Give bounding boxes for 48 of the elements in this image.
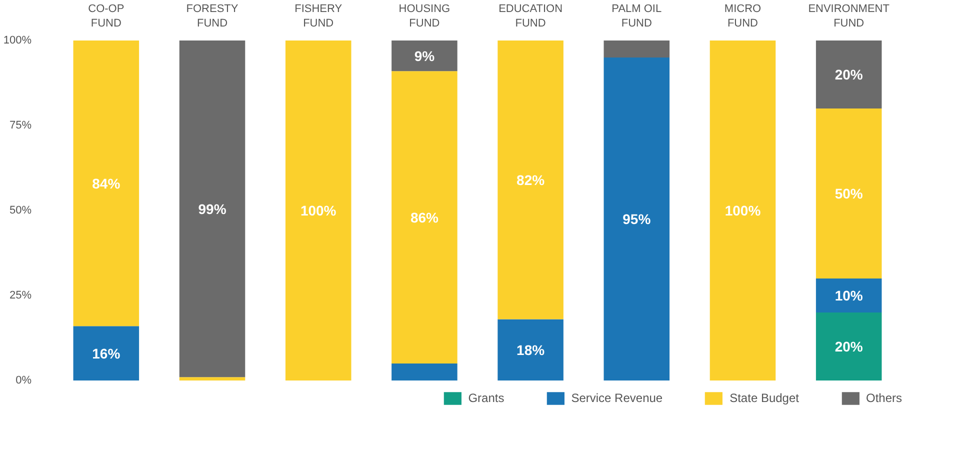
data-label: 20% (834, 66, 864, 82)
bar (816, 108, 882, 278)
data-label: 50% (834, 186, 864, 202)
bar (498, 40, 564, 320)
x-tick-label: MICRO FUND (724, 3, 762, 30)
bar (392, 40, 458, 72)
x-tick-label: CO-OP FUND (88, 3, 124, 30)
data-label: 84% (92, 175, 121, 192)
data-label: 10% (834, 288, 864, 304)
bar (179, 40, 246, 378)
data-label: 86% (410, 209, 440, 226)
data-label: 100% (300, 202, 337, 218)
x-tick-label: PALM OIL FUND (612, 3, 662, 30)
data-label: 100% (724, 202, 762, 218)
data-label: 99% (198, 200, 227, 217)
data-label: 95% (622, 211, 652, 227)
legend-label: Service Revenue (571, 391, 663, 405)
bar (73, 326, 140, 380)
data-label: 82% (516, 172, 546, 188)
x-tick-label: ENVIRONMENT FUND (808, 3, 890, 30)
data-label: 9% (414, 48, 436, 64)
data-label: 16% (92, 345, 121, 362)
bar (604, 40, 670, 58)
y-tick-label: 75% (9, 120, 32, 132)
x-tick-label: HOUSING FUND (398, 3, 450, 30)
data-label: 18% (516, 342, 546, 358)
bar (73, 40, 140, 326)
y-tick-label: 0% (16, 374, 32, 386)
legend-label: State Budget (730, 391, 799, 405)
bar (392, 364, 458, 380)
x-tick-label: EDUCATION FUND (498, 3, 563, 30)
data-label: 20% (834, 338, 864, 354)
bar (816, 278, 882, 312)
y-tick-label: 25% (9, 290, 32, 302)
bar (604, 58, 670, 380)
y-tick-label: 100% (3, 34, 32, 46)
y-tick-label: 50% (9, 204, 32, 216)
bar (498, 319, 564, 380)
bar (392, 71, 458, 364)
bar (710, 40, 776, 380)
bar (816, 40, 882, 108)
bar (816, 312, 882, 380)
x-tick-label: FISHERY FUND (294, 3, 343, 30)
legend-label: Others (866, 391, 902, 405)
x-tick-label: FORESTY FUND (186, 3, 239, 30)
bar (285, 40, 352, 380)
legend-label: Grants (468, 391, 504, 405)
bar (179, 377, 246, 380)
